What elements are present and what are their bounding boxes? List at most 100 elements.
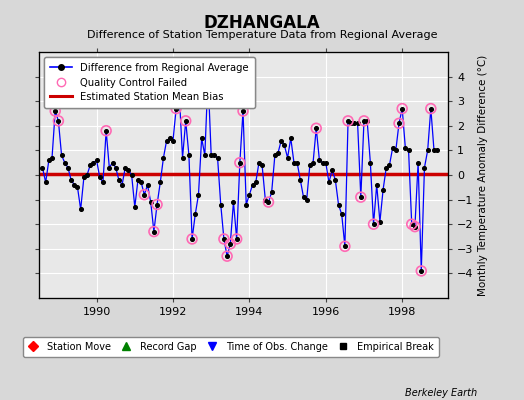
Point (140, 192, 148, 198)
Point (108, 160, 117, 166)
Point (95, 174, 104, 181)
Point (357, 194, 365, 200)
Point (213, 154, 222, 161)
Point (427, 105, 435, 112)
Point (245, 192, 254, 198)
Point (181, 118, 190, 124)
Point (274, 150, 282, 156)
Legend: Station Move, Record Gap, Time of Obs. Change, Empirical Break: Station Move, Record Gap, Time of Obs. C… (23, 338, 439, 357)
Text: Difference of Station Temperature Data from Regional Average: Difference of Station Temperature Data f… (87, 30, 437, 40)
Point (376, 218, 384, 225)
Point (267, 189, 276, 196)
Point (153, 201, 161, 208)
Point (357, 194, 365, 200)
Point (51, 108, 59, 114)
Point (216, 201, 225, 208)
Point (92, 157, 101, 164)
Point (264, 199, 272, 205)
Point (252, 179, 260, 186)
Text: DZHANGALA: DZHANGALA (204, 14, 320, 32)
Point (83, 172, 91, 178)
Point (433, 147, 441, 154)
Y-axis label: Monthly Temperature Anomaly Difference (°C): Monthly Temperature Anomaly Difference (… (478, 54, 488, 296)
Point (80, 174, 88, 181)
Point (408, 221, 416, 227)
Point (296, 177, 304, 183)
Point (48, 154, 56, 161)
Point (77, 206, 85, 213)
Point (322, 160, 330, 166)
Point (150, 228, 158, 235)
Point (398, 105, 407, 112)
Point (204, 74, 212, 80)
Point (188, 236, 196, 242)
Point (127, 172, 136, 178)
Point (178, 154, 187, 161)
Point (204, 74, 212, 80)
Point (188, 236, 196, 242)
Point (411, 224, 419, 230)
Point (70, 182, 79, 188)
Point (334, 201, 343, 208)
Point (156, 179, 165, 186)
Point (223, 253, 231, 259)
Point (261, 196, 269, 203)
Point (353, 120, 362, 126)
Point (347, 120, 355, 126)
Point (337, 211, 346, 218)
Point (38, 164, 47, 171)
Point (64, 164, 72, 171)
Point (166, 135, 174, 141)
Point (220, 236, 228, 242)
Point (411, 224, 419, 230)
Point (395, 120, 403, 126)
Point (325, 179, 333, 186)
Point (61, 160, 69, 166)
Point (54, 118, 62, 124)
Point (408, 221, 416, 227)
Point (175, 93, 183, 100)
Point (344, 118, 352, 124)
Point (236, 160, 244, 166)
Point (344, 118, 352, 124)
Point (366, 160, 375, 166)
Point (226, 241, 234, 247)
Point (369, 221, 378, 227)
Point (169, 137, 177, 144)
Point (328, 167, 336, 173)
Point (430, 147, 438, 154)
Point (230, 199, 238, 205)
Point (89, 160, 97, 166)
Point (185, 152, 193, 158)
Point (134, 177, 142, 183)
Point (369, 221, 378, 227)
Point (417, 268, 425, 274)
Point (223, 253, 231, 259)
Point (124, 167, 133, 173)
Point (239, 108, 247, 114)
Point (73, 184, 82, 190)
Point (201, 152, 209, 158)
Point (105, 164, 114, 171)
Point (299, 194, 308, 200)
Point (162, 137, 171, 144)
Point (305, 162, 314, 168)
Point (341, 243, 349, 250)
Point (191, 211, 200, 218)
Point (233, 236, 241, 242)
Point (405, 147, 413, 154)
Point (172, 105, 180, 112)
Point (140, 192, 148, 198)
Point (401, 145, 410, 151)
Point (118, 182, 126, 188)
Point (220, 236, 228, 242)
Point (115, 177, 123, 183)
Point (423, 147, 432, 154)
Point (86, 162, 94, 168)
Point (302, 196, 311, 203)
Point (360, 118, 368, 124)
Point (51, 108, 59, 114)
Point (417, 268, 425, 274)
Point (102, 128, 111, 134)
Point (293, 160, 301, 166)
